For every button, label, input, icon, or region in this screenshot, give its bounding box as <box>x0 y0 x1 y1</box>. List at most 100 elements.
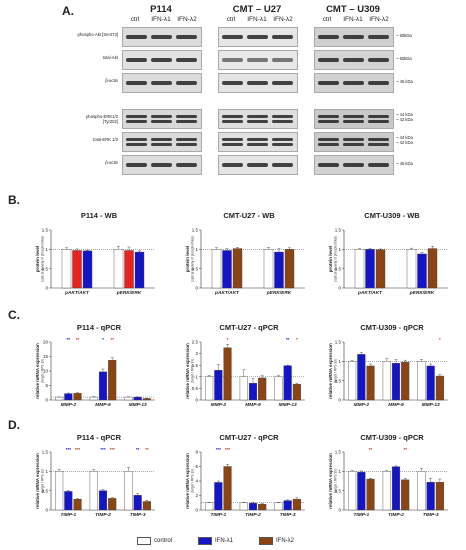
bar <box>82 250 93 289</box>
bar <box>274 251 284 289</box>
blot-size-label: ~ 44 kDa ~ 42 kDa <box>396 135 413 145</box>
significance-mark: *** <box>100 447 106 452</box>
blot-band <box>247 143 268 146</box>
blot-band <box>222 163 243 167</box>
blot-band <box>343 163 364 167</box>
blot-band <box>368 120 389 123</box>
blot-band <box>151 143 172 146</box>
significance-mark: * <box>102 337 104 342</box>
y-tick-label: 0 <box>338 508 341 513</box>
bar <box>435 481 444 511</box>
blot-size-label: ~ 45 kDa <box>396 161 413 166</box>
bar <box>292 498 301 511</box>
blot-band <box>343 138 364 141</box>
blot-band <box>222 81 243 85</box>
chart-title: P114 - qPCR <box>77 433 122 442</box>
y-axis-sublabel: (optical density of phospho/total) <box>334 236 338 282</box>
y-tick-label: 0.5 <box>335 488 342 493</box>
bar <box>124 250 134 289</box>
blot-band <box>343 35 364 39</box>
x-tick-label: pAKT/AKT <box>64 290 90 296</box>
legend: control IFN-λ1 IFN-λ2 <box>137 537 294 545</box>
y-axis-sublabel: (target / RPS 19) <box>191 359 195 383</box>
bar <box>239 376 248 401</box>
bar <box>263 249 274 289</box>
bar <box>354 249 365 289</box>
y-tick-label: 1.5 <box>335 340 342 345</box>
significance-mark: *** <box>225 447 231 452</box>
blot-band <box>222 138 243 141</box>
blot-row-label: phospho-Akt [Ser473] <box>77 32 118 37</box>
blot-band <box>126 120 147 123</box>
y-axis-label: relative mRNA expression <box>328 453 333 509</box>
bar <box>417 361 426 401</box>
blot-strip <box>218 73 298 93</box>
legend-item-ifn2: IFN-λ2 <box>259 537 294 545</box>
blot-strip <box>122 73 202 93</box>
blot-band <box>126 58 147 62</box>
y-tick-label: 0 <box>195 398 198 403</box>
bar <box>283 500 292 511</box>
bar <box>133 396 142 401</box>
y-tick-label: 1.5 <box>42 450 49 455</box>
x-tick-label: TIMP-3 <box>130 512 146 518</box>
blot-band <box>151 138 172 141</box>
x-tick-label: MMP-9 <box>95 402 111 408</box>
y-axis-label: protein level <box>185 246 190 273</box>
blot-band <box>368 138 389 141</box>
blot-band <box>318 115 339 118</box>
blot-band <box>222 58 243 62</box>
y-tick-label: 1 <box>195 374 198 379</box>
bar <box>426 481 435 511</box>
bar-chart: CMT-U309 - WB 0 0.5 1 1.5 protein level (optic… <box>328 211 448 296</box>
blot-band <box>222 143 243 146</box>
bar <box>427 248 438 289</box>
blot-lane-label: IFN-λ1 <box>343 16 363 23</box>
y-tick-label: 0.5 <box>192 266 199 271</box>
blot-band <box>247 163 268 167</box>
y-tick-label: 4 <box>195 479 198 484</box>
y-axis-sublabel: (optical density of phospho/total) <box>191 236 195 282</box>
y-axis-label: relative mRNA expression <box>328 343 333 399</box>
blot-strip <box>314 109 394 129</box>
blot-band <box>151 163 172 167</box>
significance-mark: ** <box>136 447 140 452</box>
blot-band <box>272 120 293 123</box>
y-axis-label: relative mRNA expression <box>35 453 40 509</box>
y-tick-label: 0.5 <box>42 488 49 493</box>
blot-band <box>343 143 364 146</box>
blot-strip <box>314 27 394 47</box>
x-tick-label: pERK/ERK <box>409 290 435 296</box>
significance-mark: ** <box>67 337 71 342</box>
blot-size-label: ~ 45 kDa <box>396 79 413 84</box>
bar <box>365 249 375 289</box>
blot-band <box>318 120 339 123</box>
y-axis-sublabel: (target / RPS 19) <box>41 469 45 493</box>
bar <box>391 363 401 401</box>
y-tick-label: 8 <box>195 450 198 455</box>
y-tick-label: 10 <box>43 369 49 374</box>
x-tick-label: TIMP-2 <box>95 512 111 518</box>
blot-band <box>176 143 197 146</box>
significance-mark: ** <box>145 447 149 452</box>
bar <box>223 466 232 511</box>
bar <box>98 371 108 401</box>
x-tick-label: MMP-2 <box>354 402 370 408</box>
blot-band <box>272 163 293 167</box>
bar <box>284 249 295 289</box>
bar <box>417 253 427 289</box>
bar <box>124 471 133 511</box>
x-tick-label: pERK/ERK <box>266 290 292 296</box>
significance-mark: ** <box>369 447 373 452</box>
significance-mark: * <box>227 337 229 342</box>
blot-band <box>176 35 197 39</box>
bar <box>133 495 142 511</box>
x-tick-label: pAKT/AKT <box>214 290 240 296</box>
blot-band <box>318 81 339 85</box>
bar <box>205 376 214 401</box>
significance-mark: ** <box>76 337 80 342</box>
legend-swatch-control <box>137 537 151 545</box>
bar <box>357 354 366 401</box>
blot-band <box>176 115 197 118</box>
